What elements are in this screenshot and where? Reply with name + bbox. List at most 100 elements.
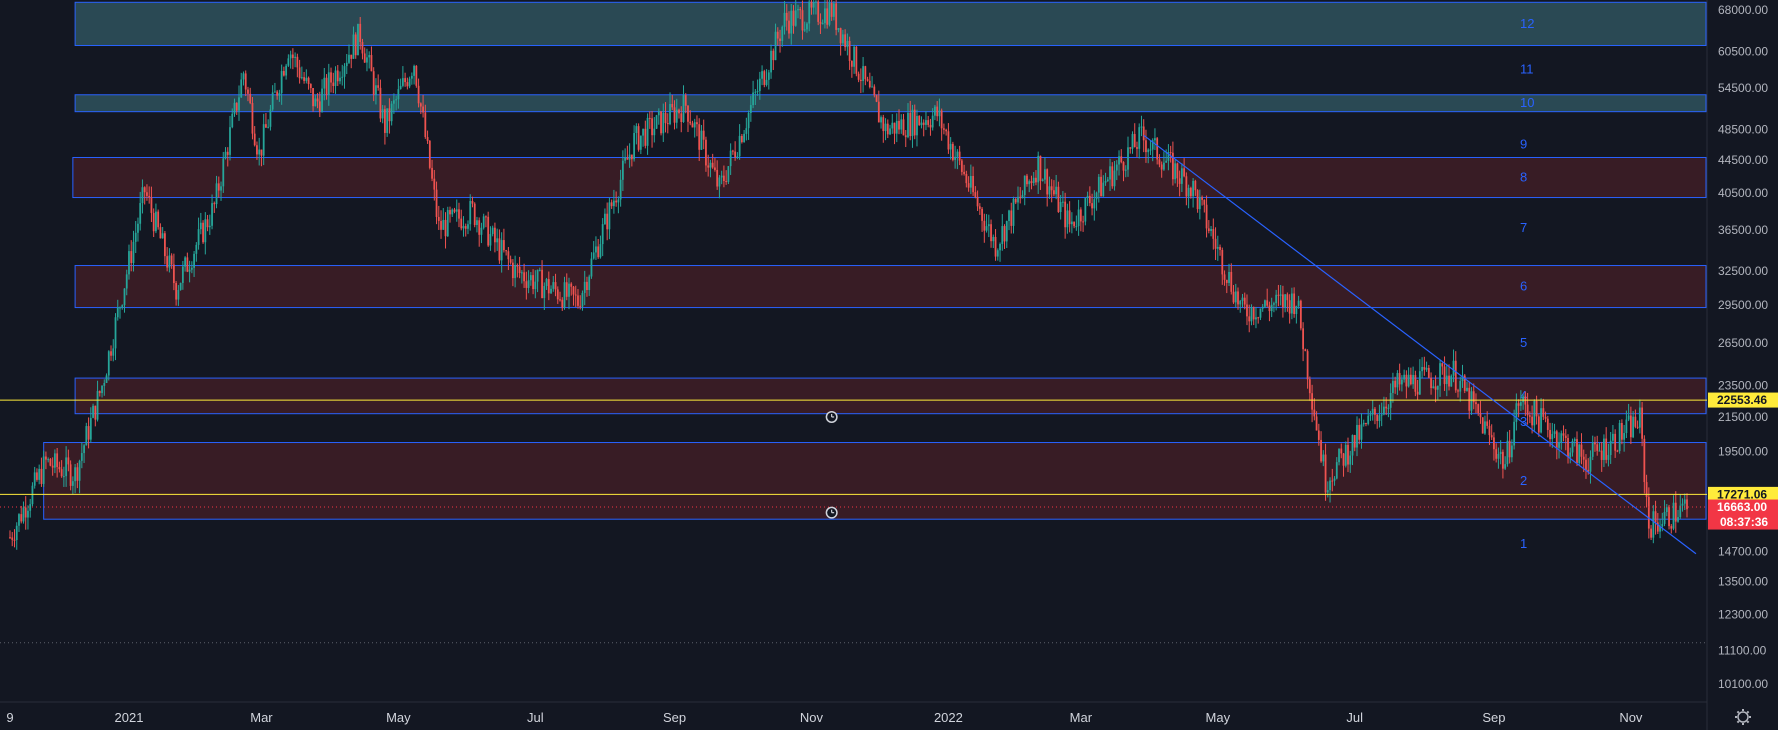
candle [1506, 431, 1509, 467]
zone-number-7: 7 [1520, 220, 1527, 235]
candle-body [49, 459, 52, 466]
candle [615, 191, 618, 207]
time-tick-label: 9 [6, 710, 13, 725]
candle [442, 208, 445, 230]
candle [251, 97, 254, 140]
candle [1095, 191, 1098, 211]
time-axis[interactable]: 9 2021 Mar May Jul Sep Nov 2022 Mar May Jul Sep Nov [6, 710, 1643, 725]
candle-body [527, 280, 530, 288]
price-tick-label: 12300.00 [1718, 607, 1768, 621]
candle [22, 501, 25, 524]
candle-body [1288, 300, 1291, 314]
candle-body [184, 257, 187, 267]
candles-layer [9, 0, 1688, 550]
candle [1207, 220, 1210, 234]
candle-body [902, 119, 905, 136]
price-tag-label: 17271.06 [1717, 487, 1767, 501]
candle-body [1638, 407, 1641, 428]
candle-body [300, 77, 303, 79]
candle-body [348, 54, 350, 63]
candle-body [80, 453, 83, 461]
candle [354, 32, 357, 59]
candle [772, 48, 775, 71]
candle-body [458, 209, 460, 219]
candle-body [410, 75, 413, 79]
candle-body [1185, 176, 1188, 197]
candle [368, 51, 371, 69]
candle-body [363, 53, 366, 63]
candle-body [601, 224, 604, 245]
candle [698, 118, 701, 162]
candle [577, 289, 579, 309]
candle-body [723, 175, 725, 182]
candle-body [1423, 366, 1426, 370]
candle-body [303, 77, 305, 81]
candle [736, 152, 739, 160]
candle [271, 85, 274, 112]
candle-body [1257, 317, 1260, 319]
candle-body [265, 124, 267, 128]
candle-body [794, 10, 797, 26]
candle [357, 23, 359, 56]
candle-body [213, 203, 216, 205]
candle-body [969, 175, 972, 188]
candle [467, 220, 469, 235]
candle-body [1616, 450, 1619, 452]
candle-body [1418, 371, 1421, 395]
candle [514, 255, 517, 288]
candle [172, 253, 175, 291]
candle [146, 184, 148, 201]
candle [1322, 450, 1325, 467]
candle-body [1165, 160, 1168, 163]
candle-body [1313, 409, 1316, 417]
candle-body [1472, 391, 1475, 403]
candle [1189, 186, 1192, 199]
candle-body [1414, 374, 1417, 392]
candle [1537, 414, 1540, 437]
candle-body [494, 227, 496, 243]
candle-body [224, 151, 227, 159]
candle-body [788, 20, 790, 34]
settings-gear-icon[interactable] [1735, 709, 1751, 725]
candle [1198, 189, 1201, 220]
zone-box-4 [74, 377, 1707, 415]
candle [471, 196, 474, 208]
candle-body [664, 112, 667, 124]
candle [931, 108, 934, 131]
candle [1578, 443, 1581, 465]
price-axis[interactable]: 68000.0060500.0054500.0048500.0044500.00… [1718, 3, 1768, 691]
candle [1367, 409, 1370, 426]
candle-body [761, 71, 763, 79]
candle [844, 29, 847, 51]
candle [738, 124, 741, 160]
candle [381, 104, 384, 124]
price-tag-box [1708, 499, 1778, 530]
candle [1555, 429, 1558, 460]
candle [815, 0, 817, 15]
candle-body [1142, 126, 1145, 141]
candle [1088, 186, 1091, 207]
candle [833, 1, 835, 21]
candle-body [1600, 450, 1603, 460]
candle-body [1495, 449, 1498, 459]
candle [1286, 292, 1289, 312]
candle-body [1237, 291, 1239, 305]
candle-body [1311, 393, 1313, 410]
candle [1010, 202, 1013, 234]
candle [925, 111, 927, 131]
candle-body [1326, 490, 1329, 493]
candle [1605, 427, 1608, 464]
candle [808, 0, 811, 32]
candle [13, 529, 16, 548]
price-tick-label: 19500.00 [1718, 444, 1768, 458]
candle [24, 496, 27, 530]
candle-body [1349, 455, 1352, 465]
candle [29, 498, 32, 518]
candle-body [1241, 297, 1244, 301]
candle [945, 128, 948, 136]
candle [1097, 173, 1100, 203]
candle [527, 270, 530, 294]
candle-body [92, 405, 94, 418]
candle-body [1178, 178, 1181, 184]
